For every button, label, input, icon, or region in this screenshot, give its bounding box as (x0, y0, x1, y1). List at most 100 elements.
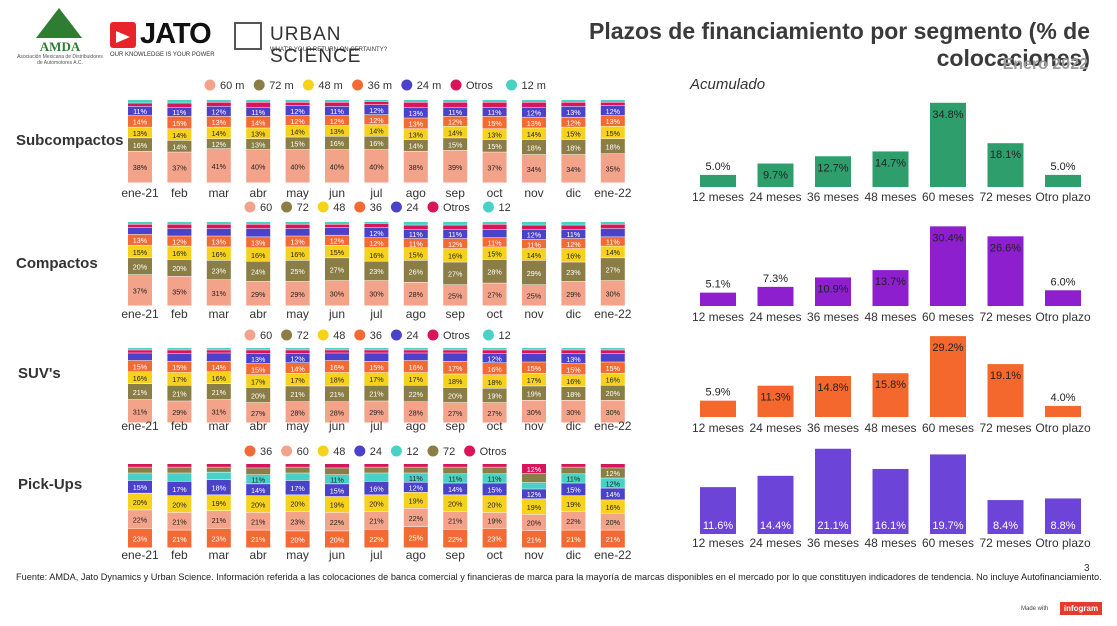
bar-segment-suvs-60 (128, 399, 152, 423)
legend-label-compactos-24: 24 (406, 202, 418, 214)
bar-segment-pickups-12 (600, 478, 625, 488)
bar-segment-compactos-36 (522, 239, 546, 249)
bar-segment-suvs-12 (522, 348, 546, 350)
bar-segment-suvs-48 (522, 373, 546, 386)
bar-label-pickups-Otros: 12% (527, 465, 542, 474)
bar-segment-compactos-Otros (246, 224, 271, 229)
bar-segment-pickups-36 (403, 527, 428, 548)
month-tick-suvs: abr (250, 419, 267, 433)
month-tick-pickups: mar (208, 548, 229, 562)
bar-label-suvs-48: 17% (290, 376, 305, 385)
acc-label-compactos: 7.3% (763, 273, 788, 285)
bar-label-suvs-48: 17% (527, 376, 542, 385)
bar-label-suvs-60: 28% (330, 409, 345, 418)
bar-segment-subcompactos-36 (443, 116, 468, 127)
bar-label-pickups-24: 15% (487, 486, 502, 495)
bar-label-compactos-72: 27% (606, 265, 621, 274)
jato-tagline: OUR KNOWLEDGE IS YOUR POWER (110, 52, 215, 58)
month-tick-suvs: may (286, 419, 309, 433)
acc-tick-pickups: 36 meses (807, 536, 859, 550)
acc-bar-pickups (1045, 498, 1081, 534)
bar-segment-compactos-24 (285, 228, 310, 236)
bar-segment-pickups-12 (403, 473, 428, 482)
bar-segment-pickups-Otros (167, 464, 192, 467)
legend-dot-pickups-Otros (464, 445, 476, 457)
month-tick-suvs: mar (208, 419, 229, 433)
month-tick-compactos: dic (566, 307, 581, 321)
bar-label-suvs-60: 30% (566, 408, 581, 417)
bar-label-subcompactos-48: 13% (330, 127, 345, 136)
bar-label-suvs-60: 28% (409, 409, 424, 418)
bar-label-subcompactos-24: 11% (330, 107, 344, 116)
bar-label-suvs-24: 13% (566, 355, 581, 364)
bar-segment-compactos-48 (364, 248, 389, 261)
bar-segment-subcompactos-60 (600, 153, 625, 183)
bar-segment-compactos-48 (206, 247, 231, 261)
legend-dot-compactos-48 (317, 201, 329, 213)
bar-segment-subcompactos-24 (167, 107, 192, 117)
bar-segment-pickups-48 (325, 496, 349, 513)
bar-segment-pickups-36 (246, 530, 271, 548)
acc-tick-suvs: 48 meses (864, 421, 916, 435)
bar-label-pickups-36: 20% (330, 536, 345, 545)
bar-label-suvs-24: 12% (487, 355, 502, 364)
bar-segment-suvs-72 (403, 385, 428, 402)
bar-segment-suvs-Otros (167, 350, 192, 354)
bar-segment-pickups-48 (246, 495, 271, 513)
bar-segment-compactos-72 (167, 259, 192, 277)
bar-segment-subcompactos-Otros (403, 102, 428, 107)
bar-label-suvs-72: 21% (290, 390, 305, 399)
jato-logo: JATO OUR KNOWLEDGE IS YOUR POWER (110, 18, 226, 66)
bar-label-compactos-72: 24% (251, 268, 266, 277)
acc-tick-suvs: 36 meses (807, 421, 859, 435)
acc-label-subcompactos: 5.0% (705, 161, 730, 173)
bar-segment-suvs-36 (246, 363, 271, 375)
bar-label-subcompactos-48: 14% (172, 131, 187, 140)
bar-label-subcompactos-72: 14% (409, 142, 424, 151)
acc-bar-subcompactos (872, 151, 909, 187)
legend-dot-compactos-72 (281, 201, 293, 213)
acc-label-suvs: 14.8% (817, 382, 848, 394)
legend-dot-pickups-72 (427, 445, 439, 457)
bar-segment-suvs-Otros (285, 350, 310, 354)
acc-bar-pickups (700, 487, 736, 534)
legend-label-suvs-Otros: Otros (443, 330, 470, 342)
month-tick-pickups: ago (406, 548, 426, 562)
bar-segment-compactos-24 (600, 228, 625, 237)
bar-segment-subcompactos-48 (206, 127, 231, 139)
bar-segment-suvs-60 (482, 402, 507, 423)
acumulado-label: Acumulado (690, 76, 766, 93)
bar-segment-compactos-36 (128, 234, 152, 246)
legend-label-suvs-48: 48 (333, 330, 345, 342)
bar-segment-subcompactos-24 (325, 106, 349, 116)
bar-segment-pickups-24 (443, 483, 468, 495)
acc-tick-subcompactos: Otro plazo (1035, 190, 1091, 204)
bar-segment-suvs-48 (403, 372, 428, 385)
legend-label-suvs-72: 72 (297, 330, 309, 342)
bar-label-suvs-60: 31% (212, 407, 227, 416)
bar-segment-subcompactos-60 (482, 152, 507, 183)
bar-label-subcompactos-24: 13% (566, 108, 581, 117)
bar-label-suvs-48: 18% (330, 376, 345, 385)
bar-label-compactos-48: 14% (606, 248, 621, 257)
bar-label-subcompactos-72: 13% (251, 140, 266, 149)
bar-label-subcompactos-24: 12% (212, 108, 227, 117)
bar-segment-subcompactos-48 (522, 128, 546, 140)
bar-label-suvs-72: 21% (369, 389, 384, 398)
bar-label-pickups-60: 21% (448, 517, 463, 526)
bar-segment-suvs-36 (561, 363, 586, 375)
infogram-badge[interactable]: infogram (1060, 602, 1102, 615)
bar-label-suvs-60: 29% (172, 408, 187, 417)
bar-segment-suvs-36 (482, 363, 507, 375)
acc-bar-subcompactos (1045, 174, 1081, 187)
bar-label-compactos-60: 29% (251, 290, 266, 299)
acc-bar-compactos (1045, 290, 1081, 306)
bar-segment-subcompactos-36 (246, 116, 271, 128)
bar-segment-compactos-24 (482, 229, 507, 238)
bar-label-compactos-36: 12% (369, 239, 384, 248)
amda-logo: AMDA Asociación Mexicana de Distribuidor… (14, 6, 106, 72)
bar-segment-pickups-60 (285, 511, 310, 531)
bar-segment-subcompactos-Otros (128, 103, 152, 107)
bar-segment-compactos-72 (403, 260, 428, 282)
bar-segment-subcompactos-60 (206, 148, 231, 183)
